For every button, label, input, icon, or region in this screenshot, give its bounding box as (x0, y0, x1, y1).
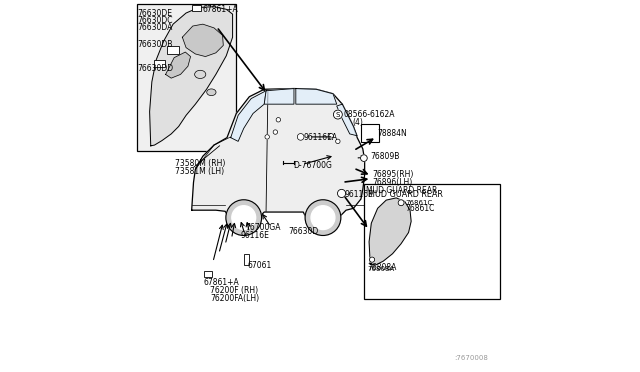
Ellipse shape (195, 70, 206, 78)
Text: 96116EA: 96116EA (303, 133, 337, 142)
Circle shape (398, 200, 404, 206)
Circle shape (335, 139, 340, 144)
Text: 76861C: 76861C (406, 204, 435, 213)
Text: D-76700G: D-76700G (293, 161, 332, 170)
Text: 76630DE: 76630DE (138, 9, 173, 17)
Text: :7670008: :7670008 (454, 355, 488, 361)
Polygon shape (182, 24, 223, 57)
Text: 76700GA: 76700GA (245, 223, 280, 232)
Circle shape (369, 257, 374, 262)
Bar (361, 124, 379, 142)
Text: MUD GUARD REAR: MUD GUARD REAR (367, 186, 438, 195)
Circle shape (329, 134, 333, 138)
Circle shape (265, 135, 269, 139)
Circle shape (226, 200, 262, 235)
Text: 73581M (LH): 73581M (LH) (175, 167, 224, 176)
Text: 76630DB: 76630DB (138, 40, 173, 49)
Text: 76896(LH): 76896(LH) (372, 178, 412, 187)
Text: S: S (335, 112, 340, 118)
Circle shape (232, 206, 255, 230)
Text: 73580M (RH): 73580M (RH) (175, 159, 225, 168)
Text: 76200FA(LH): 76200FA(LH) (210, 294, 259, 303)
Circle shape (305, 200, 341, 235)
Text: 78884N: 78884N (378, 129, 408, 138)
Text: 76630DC: 76630DC (138, 16, 173, 25)
Text: 76808A: 76808A (367, 263, 396, 272)
Polygon shape (191, 89, 365, 221)
Polygon shape (337, 104, 357, 136)
Text: 76630DD: 76630DD (138, 64, 174, 73)
Text: MUD GUARD REAR: MUD GUARD REAR (367, 190, 442, 199)
Polygon shape (166, 52, 191, 78)
Bar (154, 60, 165, 67)
Bar (204, 271, 212, 277)
Circle shape (311, 206, 335, 230)
Text: 76200F (RH): 76200F (RH) (210, 286, 258, 295)
Circle shape (273, 130, 278, 134)
Circle shape (333, 110, 342, 119)
Polygon shape (369, 198, 411, 265)
Circle shape (360, 155, 367, 161)
Bar (137, 4, 236, 151)
Bar (244, 254, 249, 265)
Text: 67061: 67061 (248, 262, 272, 270)
Text: 76809B: 76809B (370, 152, 399, 161)
Bar (168, 46, 179, 54)
Circle shape (298, 134, 304, 140)
Polygon shape (264, 89, 294, 104)
Text: 96116E: 96116E (344, 190, 373, 199)
Text: 76895(RH): 76895(RH) (372, 170, 413, 179)
Polygon shape (296, 89, 337, 104)
Text: 76630DA: 76630DA (138, 23, 173, 32)
Circle shape (276, 118, 280, 122)
Ellipse shape (207, 89, 216, 96)
Text: 76861C: 76861C (406, 200, 433, 206)
Text: 76808A: 76808A (367, 266, 395, 272)
Text: 67861+A: 67861+A (203, 5, 239, 14)
Polygon shape (150, 7, 232, 146)
Text: 67861+A: 67861+A (204, 278, 240, 287)
Polygon shape (231, 91, 266, 141)
Bar (191, 5, 201, 11)
Text: 96116E: 96116E (241, 231, 269, 240)
Text: (4): (4) (353, 118, 364, 126)
Bar (364, 184, 500, 299)
Text: 76630D: 76630D (289, 227, 319, 236)
Circle shape (337, 189, 346, 198)
Text: 08566-6162A: 08566-6162A (344, 110, 395, 119)
